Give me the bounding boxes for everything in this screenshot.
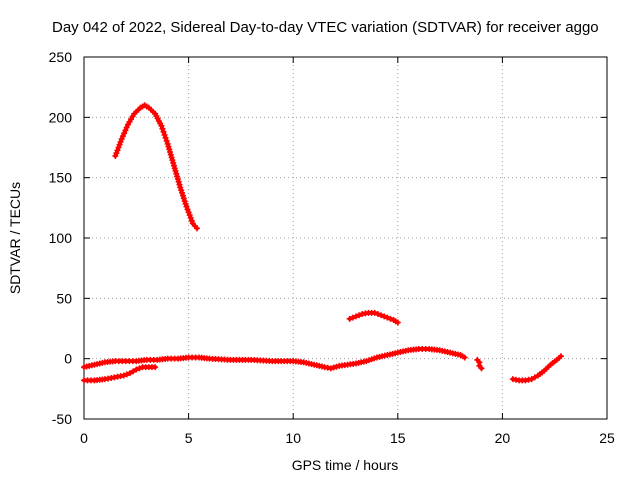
x-tick-label: 15 xyxy=(390,430,406,446)
data-point xyxy=(374,311,381,318)
data-point xyxy=(181,198,188,205)
data-point xyxy=(163,137,170,144)
data-point xyxy=(461,354,468,361)
series-arc-upper-baseline xyxy=(81,346,468,372)
x-tick-label: 20 xyxy=(495,430,511,446)
data-point xyxy=(177,184,184,191)
y-tick-label: 0 xyxy=(64,351,72,367)
grid xyxy=(84,57,607,419)
data-series xyxy=(81,102,564,384)
data-point xyxy=(349,314,356,321)
series-arc-mid xyxy=(346,309,401,326)
data-point xyxy=(193,225,200,232)
data-point xyxy=(116,141,123,148)
data-point xyxy=(378,312,385,319)
data-point xyxy=(528,376,535,383)
data-point xyxy=(123,371,130,378)
data-point xyxy=(356,312,363,319)
data-point xyxy=(182,200,189,207)
y-tick-label: 50 xyxy=(56,290,72,306)
data-point xyxy=(120,372,127,379)
data-point xyxy=(161,131,168,138)
series-arc-high xyxy=(112,102,200,232)
series-arc-spike xyxy=(474,356,485,372)
chart-title: Day 042 of 2022, Sidereal Day-to-day VTE… xyxy=(52,19,599,36)
y-tick-label: 150 xyxy=(49,170,73,186)
y-tick-label: 100 xyxy=(49,230,73,246)
data-point xyxy=(178,187,185,194)
data-point xyxy=(158,122,165,129)
data-point xyxy=(136,365,143,372)
series-arc-lower-early xyxy=(81,364,159,384)
x-tick-label: 10 xyxy=(285,430,301,446)
data-point xyxy=(381,313,388,320)
x-tick-label: 0 xyxy=(80,430,88,446)
data-point xyxy=(330,364,337,371)
data-point xyxy=(152,364,159,371)
y-axis-label: SDTVAR / TECUs xyxy=(7,182,23,294)
y-tick-label: -50 xyxy=(52,411,72,427)
data-point xyxy=(117,138,124,145)
x-tick-label: 5 xyxy=(185,430,193,446)
data-point xyxy=(160,128,167,135)
data-point xyxy=(130,368,137,375)
data-point xyxy=(162,134,169,141)
data-point xyxy=(384,314,391,321)
data-point xyxy=(478,365,485,372)
data-point xyxy=(179,189,186,196)
axis-ticks: 0 5 10 15 20 25 -50 0 50 100 150 200 250 xyxy=(49,49,615,446)
data-point xyxy=(327,365,334,372)
y-tick-label: 250 xyxy=(49,49,73,65)
data-point xyxy=(179,192,186,199)
data-point xyxy=(186,212,193,219)
y-tick-label: 200 xyxy=(49,109,73,125)
data-point xyxy=(557,353,564,360)
data-point xyxy=(333,363,340,370)
data-point xyxy=(133,366,140,373)
data-point xyxy=(114,147,121,154)
data-point xyxy=(113,150,120,157)
data-point xyxy=(371,309,378,316)
data-point xyxy=(159,125,166,132)
data-point xyxy=(185,209,192,216)
data-point xyxy=(188,217,195,224)
data-point xyxy=(187,214,194,221)
x-axis-label: GPS time / hours xyxy=(292,457,399,473)
data-point xyxy=(127,370,134,377)
data-point xyxy=(180,195,187,202)
data-point xyxy=(394,319,401,326)
data-point xyxy=(352,313,359,320)
data-point xyxy=(112,152,119,159)
x-tick-label: 25 xyxy=(599,430,615,446)
data-point xyxy=(115,144,122,151)
data-point xyxy=(183,203,190,210)
series-arc-late xyxy=(509,353,564,384)
data-point xyxy=(346,315,353,322)
data-point xyxy=(531,374,538,381)
data-point xyxy=(184,206,191,213)
data-point xyxy=(387,315,394,322)
